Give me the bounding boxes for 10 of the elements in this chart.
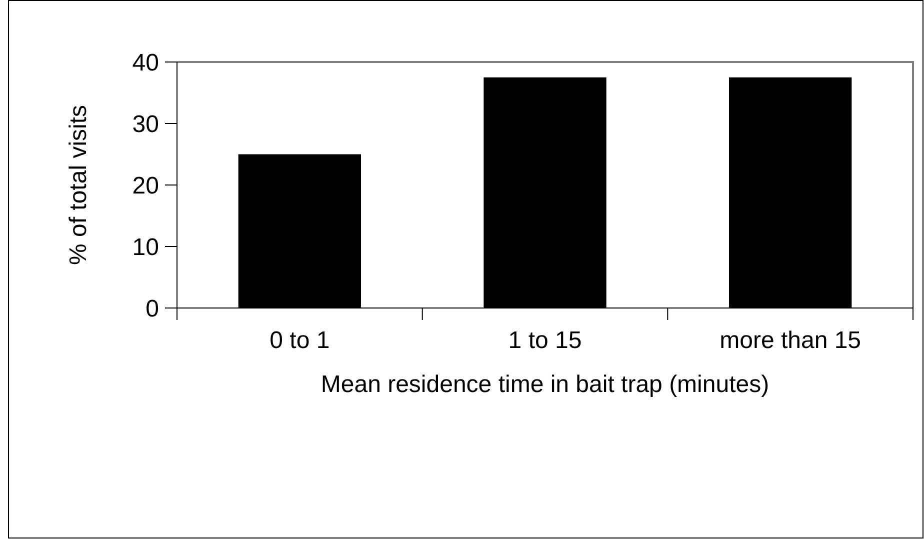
x-tick-label: 1 to 15: [508, 327, 582, 354]
x-axis-title: Mean residence time in bait trap (minutes): [320, 371, 770, 398]
y-tick-label: 0: [146, 295, 159, 322]
y-axis-title: % of total visits: [65, 104, 92, 266]
x-tick-label: 0 to 1: [270, 327, 330, 354]
y-tick-label: 10: [132, 234, 159, 261]
x-tick-label: more than 15: [720, 327, 862, 354]
y-tick-label: 40: [132, 49, 159, 76]
y-tick-label: 30: [132, 110, 159, 138]
y-tick-label: 20: [132, 172, 159, 200]
